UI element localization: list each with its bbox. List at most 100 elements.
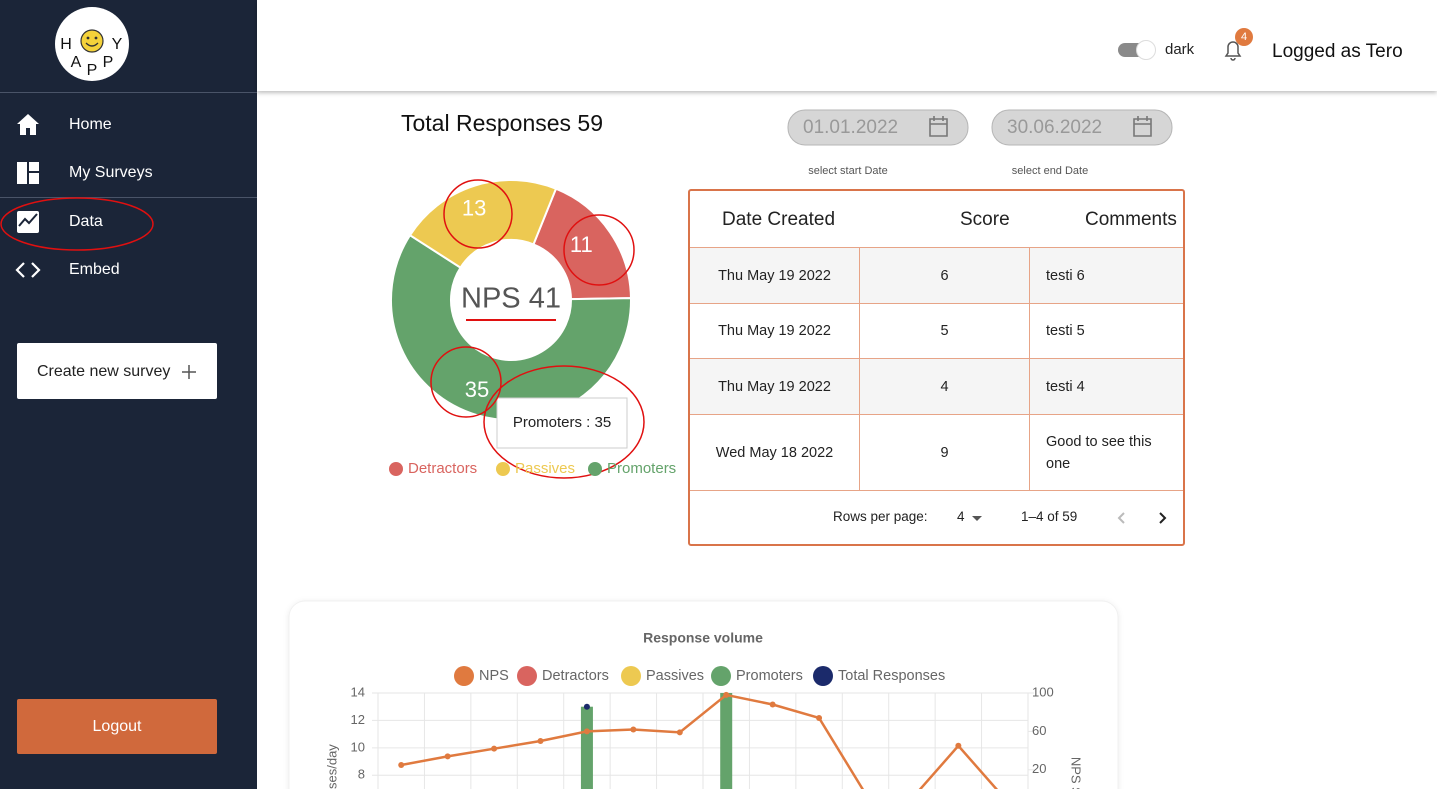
line bbox=[400, 693, 999, 789]
surveys-icon bbox=[17, 162, 39, 184]
table-cell: testi 5 bbox=[1046, 323, 1085, 339]
line-point bbox=[398, 762, 405, 768]
embed-icon bbox=[15, 262, 41, 278]
logo-letter: H bbox=[60, 36, 72, 53]
legend-swatch[interactable] bbox=[496, 462, 510, 476]
create-survey-label: Create new survey bbox=[37, 363, 170, 380]
table-row: Thu May 19 2022 5 testi 5 bbox=[690, 303, 1183, 358]
line-point bbox=[583, 728, 590, 735]
legend-swatch[interactable] bbox=[517, 666, 537, 686]
line-point bbox=[676, 729, 683, 736]
logo-letter: Y bbox=[112, 36, 123, 53]
nav-item[interactable]: Home bbox=[69, 116, 112, 133]
logo-mouth bbox=[85, 42, 99, 47]
table-footer bbox=[690, 490, 1183, 544]
start-date-input[interactable] bbox=[787, 109, 969, 146]
calendar-icon[interactable] bbox=[1133, 116, 1152, 137]
table-cell: 5 bbox=[860, 304, 1030, 358]
chevron bbox=[1159, 512, 1167, 524]
legend-swatch[interactable] bbox=[813, 666, 833, 686]
table-cell: testi 6 bbox=[1046, 267, 1085, 284]
donut-center-label: NPS 41 bbox=[461, 283, 561, 315]
nav-item[interactable]: Data bbox=[69, 213, 103, 230]
legend-label[interactable]: Promoters bbox=[607, 460, 676, 477]
next-page-button[interactable] bbox=[1155, 511, 1169, 525]
legend-label[interactable]: Passives bbox=[515, 460, 575, 477]
prev-page-button[interactable] bbox=[1115, 511, 1129, 525]
line-point bbox=[769, 701, 776, 708]
donut-title: Total Responses 59 bbox=[401, 110, 603, 136]
logo-eye bbox=[86, 36, 90, 40]
page-range: 1–4 of 59 bbox=[1021, 509, 1078, 524]
home-icon bbox=[17, 114, 39, 135]
legend-swatch[interactable] bbox=[389, 462, 403, 476]
point bbox=[583, 703, 590, 710]
chevron bbox=[1117, 512, 1125, 524]
plus-icon bbox=[182, 365, 196, 379]
annotation-circle bbox=[443, 179, 513, 249]
legend-swatch[interactable] bbox=[621, 666, 641, 686]
responses-table: Date Created Score Comments Thu May 19 2022… bbox=[688, 189, 1185, 546]
notification-count: 4 bbox=[1241, 31, 1247, 43]
header bbox=[257, 0, 1437, 91]
table-cell: 6 bbox=[860, 248, 1030, 303]
line-point bbox=[537, 738, 544, 744]
legend-label[interactable]: Detractors bbox=[542, 668, 609, 684]
dropdown-arrow bbox=[972, 516, 982, 521]
line-point bbox=[630, 726, 637, 733]
logo-eye bbox=[94, 36, 98, 40]
table-row: Thu May 19 2022 6 testi 6 bbox=[690, 247, 1183, 303]
table-row: Thu May 19 2022 4 testi 4 bbox=[690, 358, 1183, 414]
legend-swatch[interactable] bbox=[711, 666, 731, 686]
rows-per-page-label: Rows per page: bbox=[833, 509, 928, 524]
start-date-label: select start Date bbox=[808, 165, 887, 177]
table-cell: Good to see this one bbox=[1046, 433, 1152, 472]
y2-tick-label: 20 bbox=[1032, 761, 1046, 776]
legend-label[interactable]: Passives bbox=[646, 668, 704, 684]
donut-value-label: 35 bbox=[465, 377, 489, 402]
logout-button[interactable] bbox=[17, 699, 217, 754]
donut-segment bbox=[532, 187, 633, 301]
table-cell: Thu May 19 2022 bbox=[690, 304, 860, 358]
legend-label[interactable]: Promoters bbox=[736, 668, 803, 684]
end-date-input[interactable] bbox=[991, 109, 1173, 146]
column-header: Score bbox=[960, 209, 1010, 230]
nav-item[interactable]: My Surveys bbox=[69, 164, 153, 181]
bar bbox=[720, 693, 733, 789]
end-date-label: select end Date bbox=[1012, 165, 1088, 177]
data-icon-line bbox=[18, 213, 38, 227]
create-survey-button[interactable] bbox=[17, 343, 217, 399]
annotation-circle bbox=[563, 214, 635, 286]
logo-letter: P bbox=[103, 54, 114, 71]
start-date-value: 01.01.2022 bbox=[803, 117, 898, 138]
donut-value-label: 11 bbox=[570, 232, 593, 257]
tooltip-text: Promoters : 35 bbox=[513, 414, 611, 431]
legend-swatch[interactable] bbox=[588, 462, 602, 476]
line-point bbox=[955, 742, 962, 749]
user-label: Logged as Tero bbox=[1272, 41, 1403, 62]
legend-label[interactable]: Total Responses bbox=[838, 668, 945, 684]
logo-smiley bbox=[80, 29, 104, 53]
line-point bbox=[491, 745, 498, 752]
y-tick-label: 8 bbox=[358, 767, 365, 782]
annotation-circle bbox=[0, 197, 154, 251]
line-point bbox=[816, 714, 823, 721]
column-header: Date Created bbox=[722, 209, 836, 230]
line-point bbox=[444, 753, 451, 760]
legend-label[interactable]: Detractors bbox=[408, 460, 477, 477]
table-row: Wed May 18 2022 9 Good to see this one bbox=[690, 414, 1183, 490]
tooltip bbox=[496, 397, 628, 449]
y2-axis-label: NPS Score bbox=[1069, 757, 1084, 789]
table-cell: testi 4 bbox=[1046, 378, 1085, 395]
calendar-icon[interactable] bbox=[929, 116, 948, 137]
legend-label[interactable]: NPS bbox=[479, 668, 509, 684]
nav-item[interactable]: Embed bbox=[69, 261, 120, 278]
legend-swatch[interactable] bbox=[454, 666, 474, 686]
table-cell: Thu May 19 2022 bbox=[690, 359, 860, 414]
y-tick-label: 14 bbox=[351, 684, 365, 699]
end-date-value: 30.06.2022 bbox=[1007, 117, 1102, 138]
rows-per-page-select: 4 bbox=[957, 509, 965, 524]
bell-icon[interactable] bbox=[1224, 41, 1242, 61]
y2-tick-label: 100 bbox=[1032, 684, 1054, 699]
